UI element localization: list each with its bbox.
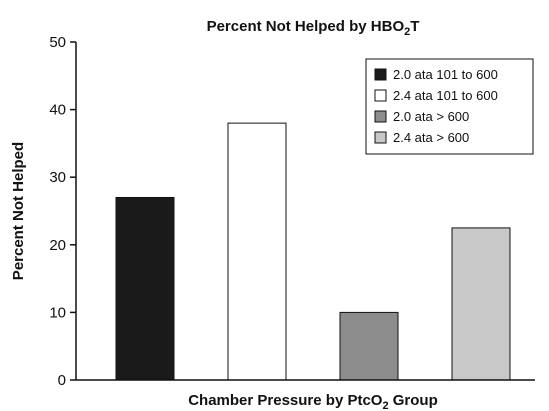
- x-axis-label: Chamber Pressure by PtcO2 Group: [188, 392, 438, 411]
- legend-label-4: 2.4 ata > 600: [393, 130, 469, 145]
- bar-3: [339, 311, 399, 381]
- chart-title-suffix: T: [410, 18, 419, 35]
- bar-1: [115, 196, 175, 381]
- legend-swatch-4: [374, 131, 387, 144]
- y-tick-label-10: 10: [49, 304, 66, 321]
- legend-label-1: 2.0 ata 101 to 600: [393, 67, 498, 82]
- legend-swatch-3: [374, 110, 387, 123]
- legend-label-2: 2.4 ata 101 to 600: [393, 88, 498, 103]
- x-axis-label-subscript: 2: [382, 400, 388, 411]
- chart-title: Percent Not Helped by HBO2T: [207, 18, 420, 38]
- legend-swatch-2: [374, 89, 387, 102]
- chart-title-subscript: 2: [404, 26, 410, 38]
- bar-4: [451, 227, 511, 381]
- y-tick-label-20: 20: [49, 237, 66, 254]
- x-axis-label-suffix: Group: [389, 392, 438, 409]
- legend-box: [365, 58, 534, 155]
- chart-title-main: Percent Not Helped by HBO: [207, 18, 405, 35]
- legend: 2.0 ata 101 to 600 2.4 ata 101 to 600 2.0 …: [365, 58, 534, 155]
- y-axis-label: Percent Not Helped: [10, 142, 27, 280]
- y-tick-label-0: 0: [58, 372, 66, 389]
- y-tick-label-30: 30: [49, 169, 66, 186]
- legend-label-3: 2.0 ata > 600: [393, 109, 469, 124]
- y-tick-label-50: 50: [49, 34, 66, 51]
- y-tick-label-40: 40: [49, 102, 66, 119]
- bar-2: [227, 122, 287, 381]
- legend-swatch-1: [374, 68, 387, 81]
- x-axis-label-main: Chamber Pressure by PtcO: [188, 392, 383, 409]
